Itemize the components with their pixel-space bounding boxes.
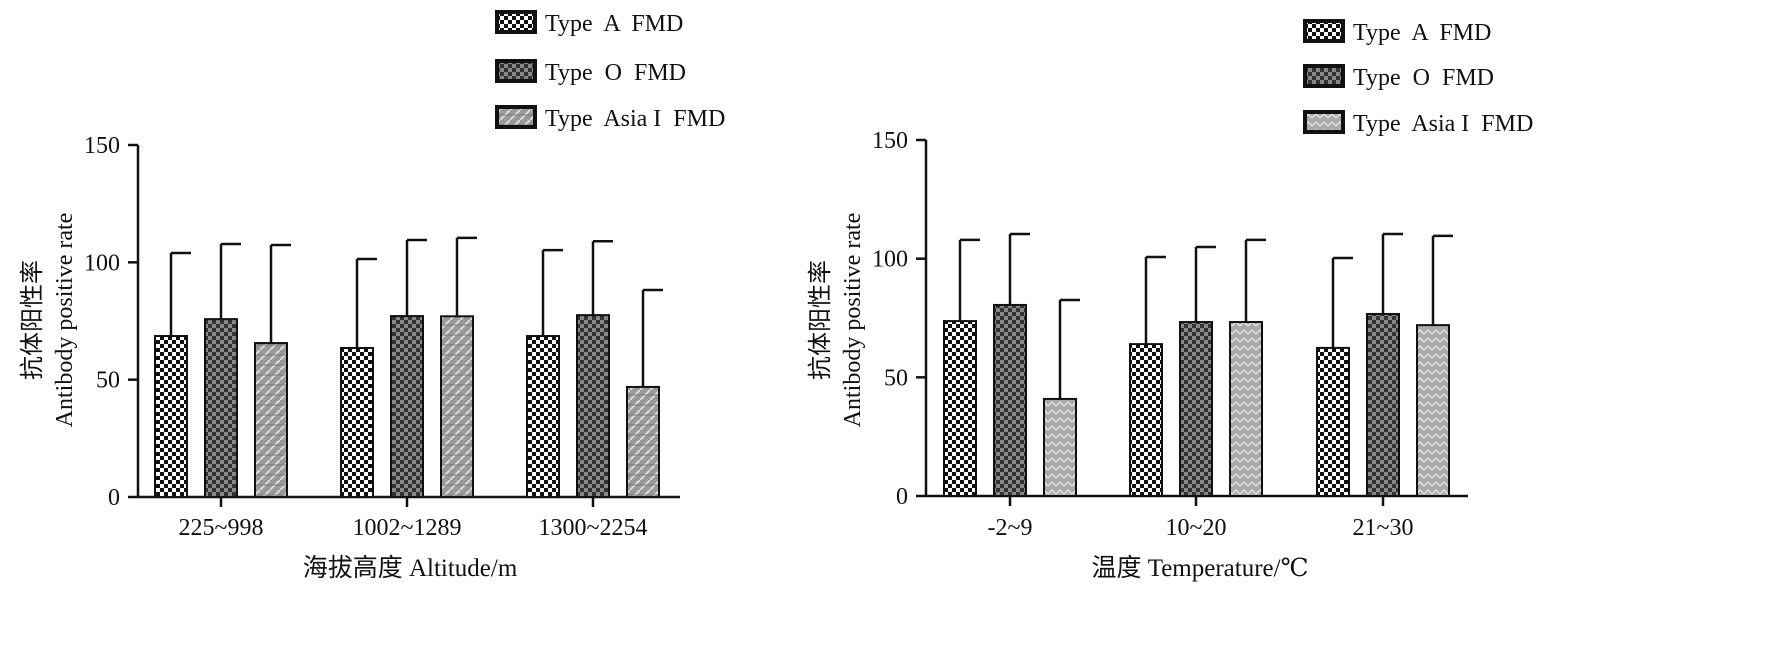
x-tick-label: 225~998 (179, 515, 264, 541)
legend-swatch (1303, 64, 1345, 88)
bar (390, 315, 424, 498)
y-axis-label-cn: 抗体阳性率 (807, 260, 834, 380)
bar (626, 385, 660, 499)
y-tick-label: 50 (884, 365, 908, 391)
y-tick-label: 50 (96, 368, 120, 394)
x-axis-label: 海拔高度 Altitude/m (303, 554, 518, 582)
bar (576, 314, 610, 498)
bar (254, 342, 288, 498)
legend-swatch (1303, 19, 1345, 43)
bar (1316, 346, 1350, 497)
legend-label: Type Asia I FMD (1353, 111, 1533, 137)
bar (1229, 321, 1263, 497)
bar (1416, 324, 1450, 497)
bar (1043, 397, 1077, 497)
legend-swatch (495, 10, 537, 34)
bar (993, 303, 1027, 497)
bar (1366, 312, 1400, 497)
legend-swatch (1303, 110, 1345, 134)
legend-swatch (495, 59, 537, 83)
legend-label: Type A FMD (1353, 20, 1491, 46)
legend-label: Type O FMD (1353, 65, 1494, 91)
bar (154, 335, 188, 499)
y-axis-label: Antibody positive rate (52, 213, 78, 428)
y-tick-label: 150 (84, 133, 120, 159)
legend-label: Type Asia I FMD (545, 106, 725, 132)
bar (1179, 321, 1213, 497)
x-tick-label: -2~9 (988, 515, 1033, 541)
legend-label: Type A FMD (545, 11, 683, 37)
y-axis-label-cn: 抗体阳性率 (19, 260, 46, 380)
x-tick-label: 1300~2254 (539, 515, 648, 541)
x-axis-label: 温度 Temperature/℃ (1091, 554, 1308, 582)
legend-label: Type O FMD (545, 60, 686, 86)
bar (204, 318, 238, 499)
x-tick-label: 1002~1289 (353, 515, 462, 541)
y-tick-label: 100 (84, 250, 120, 276)
x-tick-label: 10~20 (1166, 515, 1227, 541)
y-tick-label: 0 (108, 485, 120, 511)
y-axis-label: Antibody positive rate (840, 213, 866, 428)
bar (1129, 343, 1163, 497)
x-tick-label: 21~30 (1353, 515, 1414, 541)
y-tick-label: 0 (896, 484, 908, 510)
bar (526, 335, 560, 499)
legend-swatch (495, 105, 537, 129)
bar (340, 346, 374, 498)
y-tick-label: 100 (872, 247, 908, 273)
bar (943, 320, 977, 497)
altitude-chart: 0 50 100 150 抗体阳性率 Antibody positive rate 海拔高度… (19, 10, 725, 582)
temperature-chart: 0 50 100 150 抗体阳性率 Antibody positive rate 温度 T… (807, 19, 1533, 582)
bar (440, 315, 474, 498)
y-tick-label: 150 (872, 128, 908, 154)
